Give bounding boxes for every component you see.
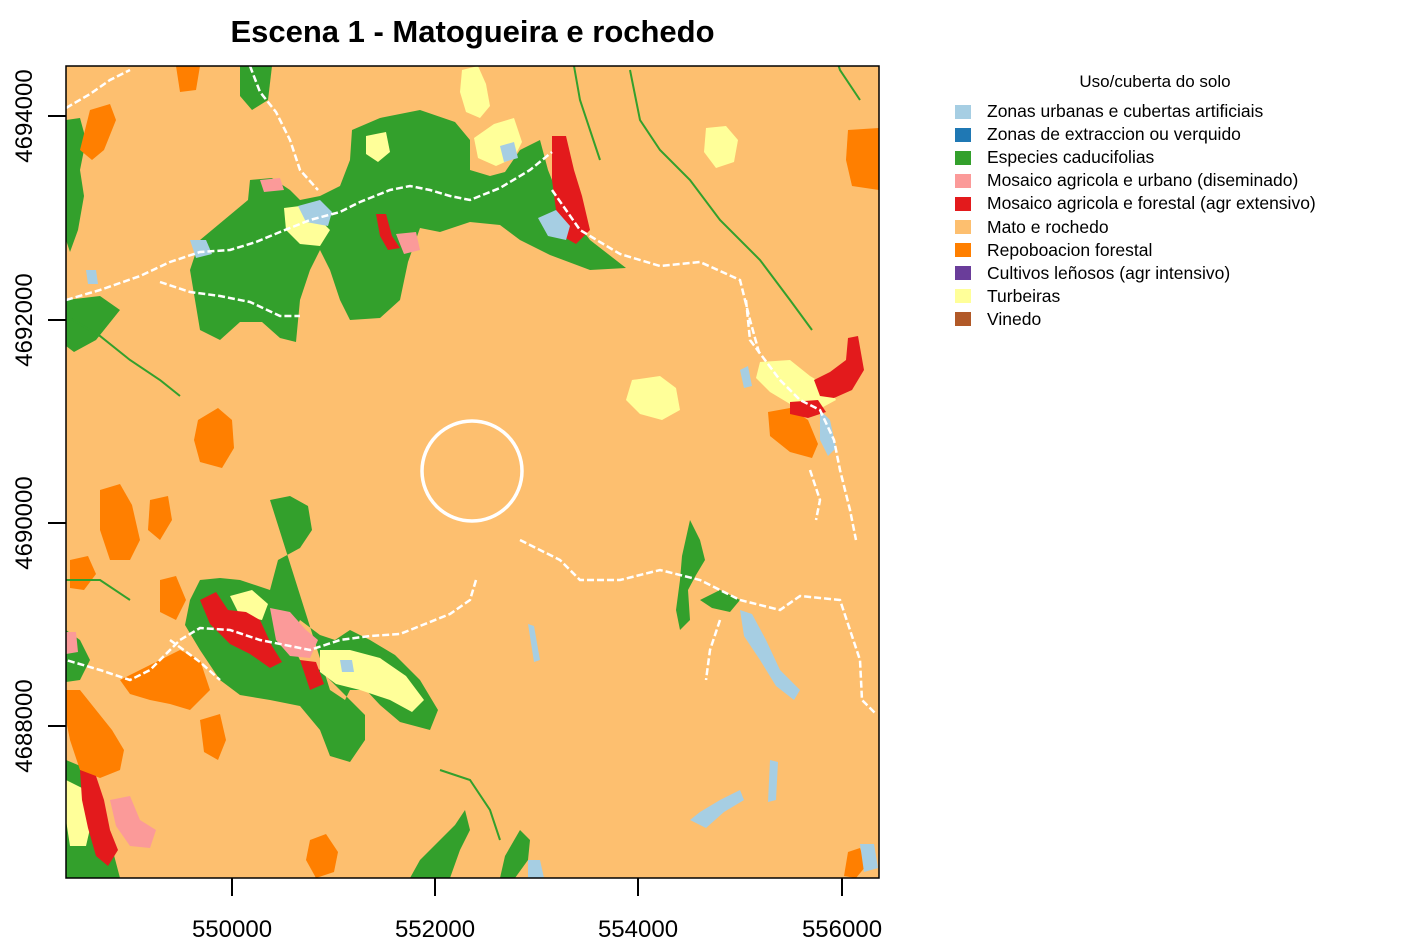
legend-item: Mato e rochedo xyxy=(955,215,1375,238)
legend-title: Uso/cuberta do solo xyxy=(1079,72,1231,91)
stream-lines xyxy=(66,66,861,841)
legend-swatch xyxy=(955,196,971,211)
legend-item: Zonas de extraccion ou verquido xyxy=(955,123,1375,146)
y-tick-label: 4692000 xyxy=(11,273,38,366)
legend-swatch xyxy=(955,243,971,258)
x-tick-label: 550000 xyxy=(192,916,272,943)
legend-item: Turbeiras xyxy=(955,285,1375,308)
legend-swatch xyxy=(955,289,971,304)
road-lines xyxy=(66,66,877,715)
y-tick-label: 4694000 xyxy=(11,69,38,162)
legend-item: Mosaico agricola e forestal (agr extensi… xyxy=(955,192,1375,215)
agri-urban-mosaic-patches xyxy=(66,178,420,848)
y-axis xyxy=(48,115,66,727)
legend-swatch xyxy=(955,220,971,235)
legend-swatch xyxy=(955,127,971,142)
legend-label: Mato e rochedo xyxy=(987,216,1109,237)
legend-label: Cultivos leñosos (agr intensivo) xyxy=(987,262,1231,283)
legend-swatch xyxy=(955,104,971,119)
y-tick-label: 4690000 xyxy=(11,476,38,569)
x-axis xyxy=(231,878,843,896)
legend-label: Especies caducifolias xyxy=(987,147,1155,168)
legend-swatch xyxy=(955,173,971,188)
legend-label: Vinedo xyxy=(987,308,1042,329)
legend-item: Vinedo xyxy=(955,308,1375,331)
map-frame xyxy=(65,65,880,879)
y-tick-label: 4688000 xyxy=(11,679,38,772)
legend-label: Mosaico agricola e forestal (agr extensi… xyxy=(987,193,1316,214)
x-tick-label: 556000 xyxy=(802,916,882,943)
x-tick-label: 552000 xyxy=(395,916,475,943)
legend-item: Repoboacion forestal xyxy=(955,239,1375,262)
legend-swatch xyxy=(955,266,971,281)
agri-forest-mosaic-patches xyxy=(80,136,864,866)
legend-item: Cultivos leñosos (agr intensivo) xyxy=(955,262,1375,285)
legend: Uso/cuberta do solo Zonas urbanas e cube… xyxy=(955,72,1375,331)
legend-label: Zonas de extraccion ou verquido xyxy=(987,124,1241,145)
legend-swatch xyxy=(955,312,971,327)
legend-label: Zonas urbanas e cubertas artificiais xyxy=(987,101,1264,122)
legend-item: Especies caducifolias xyxy=(955,146,1375,169)
urban-areas-patches xyxy=(86,142,878,878)
legend-label: Repoboacion forestal xyxy=(987,239,1153,260)
reforestation-patches xyxy=(66,66,879,878)
land-cover-raster xyxy=(66,66,879,878)
legend-item: Zonas urbanas e cubertas artificiais xyxy=(955,100,1375,123)
site-marker-circle xyxy=(420,419,524,523)
legend-label: Mosaico agricola e urbano (diseminado) xyxy=(987,170,1299,191)
legend-swatch xyxy=(955,150,971,165)
legend-items: Zonas urbanas e cubertas artificiais Zona… xyxy=(955,100,1375,331)
map-title: Escena 1 - Matogueira e rochedo xyxy=(230,14,715,49)
legend-item: Mosaico agricola e urbano (diseminado) xyxy=(955,169,1375,192)
x-tick-label: 554000 xyxy=(598,916,678,943)
legend-label: Turbeiras xyxy=(987,285,1061,306)
